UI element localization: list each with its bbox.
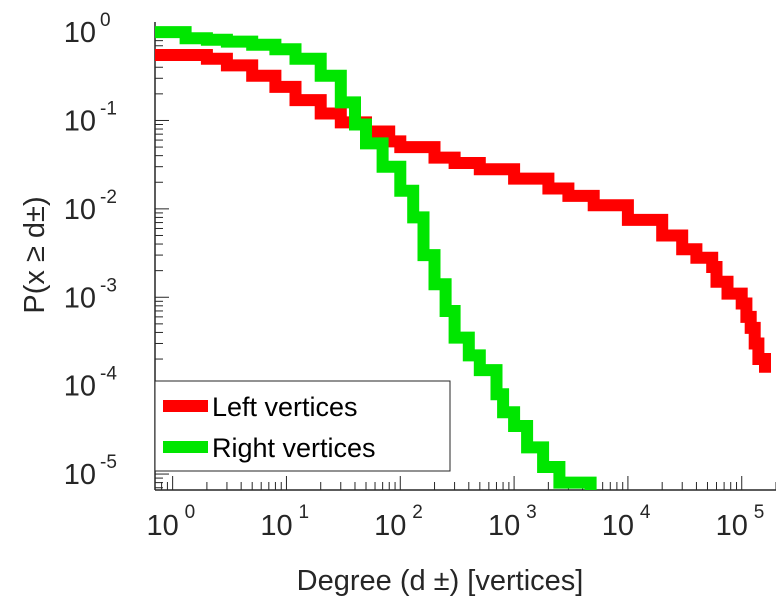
x-tick-exponent: 4 bbox=[640, 502, 651, 523]
series-line-right-vertices bbox=[155, 26, 597, 490]
y-tick-exponent: -4 bbox=[100, 364, 117, 385]
x-tick-exponent: 0 bbox=[185, 502, 196, 523]
x-tick-label: 10 bbox=[716, 510, 748, 542]
y-tick-label: 10 bbox=[64, 194, 96, 226]
y-tick-label: 10 bbox=[64, 459, 96, 491]
x-tick-exponent: 2 bbox=[412, 502, 423, 523]
x-tick-exponent: 3 bbox=[526, 502, 537, 523]
legend-label-right-vertices: Right vertices bbox=[212, 433, 376, 463]
y-tick-label: 10 bbox=[64, 371, 96, 403]
y-tick-exponent: 0 bbox=[100, 10, 111, 31]
x-tick-label: 10 bbox=[146, 510, 178, 542]
x-tick-labels: 10 0 10 1 10 2 10 3 10 4 10 5 bbox=[146, 502, 764, 542]
legend-box bbox=[154, 380, 451, 472]
x-tick-exponent: 5 bbox=[754, 502, 765, 523]
y-tick-exponent: -5 bbox=[100, 452, 117, 473]
x-tick-label: 10 bbox=[488, 510, 520, 542]
x-tick-exponent: 1 bbox=[298, 502, 309, 523]
legend-label-left-vertices: Left vertices bbox=[212, 392, 358, 422]
x-tick-label: 10 bbox=[602, 510, 634, 542]
y-axis-title: P(x ≥ d±) bbox=[19, 196, 51, 313]
x-axis-title: Degree (d ±) [vertices] bbox=[297, 565, 584, 597]
series-layer bbox=[155, 26, 771, 490]
x-tick-label: 10 bbox=[374, 510, 406, 542]
y-tick-label: 10 bbox=[64, 282, 96, 314]
legend: Left vertices Right vertices bbox=[154, 380, 451, 472]
y-tick-exponent: -2 bbox=[100, 187, 117, 208]
y-tick-label: 10 bbox=[64, 17, 96, 49]
y-tick-exponent: -3 bbox=[100, 275, 117, 296]
y-tick-exponent: -1 bbox=[100, 98, 117, 119]
series-line-left-vertices bbox=[155, 49, 771, 373]
y-tick-label: 10 bbox=[64, 105, 96, 137]
x-tick-label: 10 bbox=[260, 510, 292, 542]
